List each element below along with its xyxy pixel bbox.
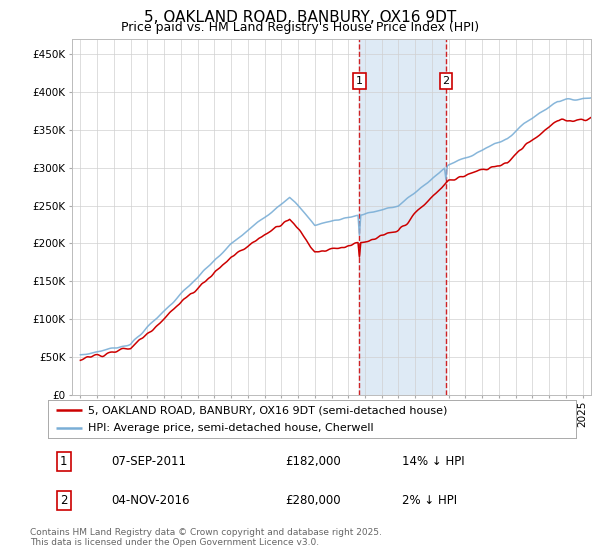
- Text: 2: 2: [442, 76, 449, 86]
- Text: 1: 1: [60, 455, 68, 468]
- Text: 14% ↓ HPI: 14% ↓ HPI: [402, 455, 464, 468]
- Text: Price paid vs. HM Land Registry's House Price Index (HPI): Price paid vs. HM Land Registry's House …: [121, 21, 479, 34]
- Text: 2: 2: [60, 494, 68, 507]
- Text: 07-SEP-2011: 07-SEP-2011: [112, 455, 187, 468]
- Text: Contains HM Land Registry data © Crown copyright and database right 2025.
This d: Contains HM Land Registry data © Crown c…: [30, 528, 382, 547]
- Text: HPI: Average price, semi-detached house, Cherwell: HPI: Average price, semi-detached house,…: [88, 423, 373, 433]
- Text: 5, OAKLAND ROAD, BANBURY, OX16 9DT: 5, OAKLAND ROAD, BANBURY, OX16 9DT: [144, 10, 456, 25]
- Text: 2% ↓ HPI: 2% ↓ HPI: [402, 494, 457, 507]
- Text: 1: 1: [356, 76, 363, 86]
- Bar: [359, 39, 446, 395]
- Text: £182,000: £182,000: [286, 455, 341, 468]
- Text: £280,000: £280,000: [286, 494, 341, 507]
- Text: 04-NOV-2016: 04-NOV-2016: [112, 494, 190, 507]
- Text: 5, OAKLAND ROAD, BANBURY, OX16 9DT (semi-detached house): 5, OAKLAND ROAD, BANBURY, OX16 9DT (semi…: [88, 405, 447, 415]
